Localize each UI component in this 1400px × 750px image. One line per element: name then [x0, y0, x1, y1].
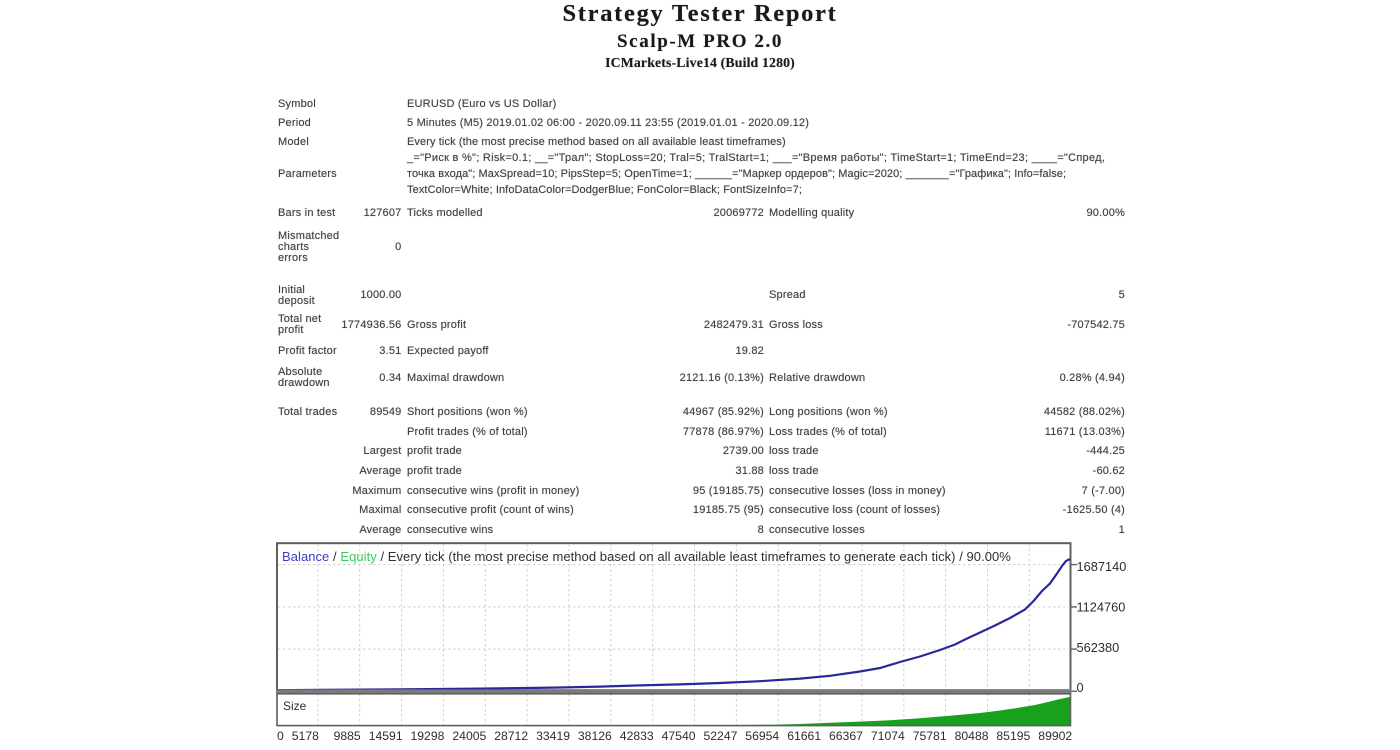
svg-text:0: 0 — [277, 729, 284, 743]
svg-text:1124760: 1124760 — [1077, 600, 1126, 615]
svg-text:Balance / Equity / Every tick: Balance / Equity / Every tick (the most … — [282, 549, 1011, 564]
svg-text:28712: 28712 — [494, 729, 528, 743]
svg-text:66367: 66367 — [829, 729, 863, 743]
svg-text:71074: 71074 — [871, 729, 905, 743]
svg-text:14591: 14591 — [369, 729, 403, 743]
svg-text:89902: 89902 — [1038, 729, 1072, 743]
svg-text:24005: 24005 — [452, 729, 486, 743]
svg-text:38126: 38126 — [578, 729, 612, 743]
svg-text:47540: 47540 — [662, 729, 696, 743]
svg-text:56954: 56954 — [745, 729, 779, 743]
svg-text:1687140: 1687140 — [1077, 559, 1127, 574]
svg-text:562380: 562380 — [1077, 640, 1120, 655]
svg-text:5178: 5178 — [292, 729, 319, 743]
svg-text:80488: 80488 — [955, 729, 989, 743]
svg-text:75781: 75781 — [913, 729, 947, 743]
svg-text:Size: Size — [283, 699, 307, 713]
svg-text:85195: 85195 — [996, 729, 1030, 743]
svg-text:19298: 19298 — [411, 729, 445, 743]
svg-text:9885: 9885 — [334, 729, 361, 743]
svg-text:33419: 33419 — [536, 729, 570, 743]
svg-text:52247: 52247 — [704, 729, 738, 743]
svg-text:0: 0 — [1077, 680, 1084, 695]
svg-text:61661: 61661 — [787, 729, 821, 743]
svg-text:42833: 42833 — [620, 729, 654, 743]
